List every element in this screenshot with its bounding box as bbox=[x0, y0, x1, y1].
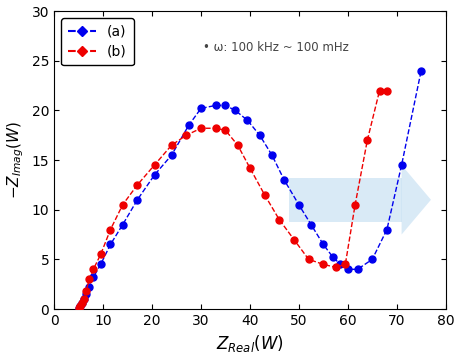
(b) bbox=[90, 267, 96, 271]
(a) bbox=[120, 222, 125, 227]
(a) bbox=[168, 153, 174, 157]
(b) bbox=[246, 166, 252, 170]
(a) bbox=[90, 275, 96, 279]
(b) bbox=[198, 126, 203, 130]
(b) bbox=[151, 163, 157, 167]
(a) bbox=[213, 103, 218, 108]
(a) bbox=[185, 123, 191, 127]
(a) bbox=[78, 301, 84, 305]
(a) bbox=[198, 106, 203, 111]
(a) bbox=[344, 267, 350, 271]
(a) bbox=[337, 262, 342, 266]
(b) bbox=[291, 237, 296, 242]
(a) bbox=[77, 304, 83, 308]
(a) bbox=[134, 198, 140, 202]
(b) bbox=[383, 88, 389, 93]
(b) bbox=[364, 138, 369, 142]
(b) bbox=[213, 126, 218, 130]
Polygon shape bbox=[288, 178, 401, 222]
(b) bbox=[320, 262, 325, 266]
(a) bbox=[151, 173, 157, 177]
(b) bbox=[86, 277, 92, 282]
(b) bbox=[376, 88, 381, 93]
Text: • ω: 100 kHz ~ 100 mHz: • ω: 100 kHz ~ 100 mHz bbox=[202, 41, 348, 54]
Polygon shape bbox=[401, 165, 430, 234]
(b) bbox=[352, 203, 357, 207]
(a) bbox=[257, 133, 262, 138]
(b) bbox=[83, 289, 89, 293]
(a) bbox=[383, 228, 389, 232]
(a) bbox=[330, 255, 335, 260]
(a) bbox=[398, 163, 403, 167]
(b) bbox=[276, 217, 281, 222]
(b) bbox=[120, 203, 125, 207]
(a) bbox=[354, 267, 359, 271]
(a) bbox=[418, 68, 423, 73]
Legend: (a), (b): (a), (b) bbox=[61, 18, 134, 66]
(b) bbox=[134, 183, 140, 187]
(a) bbox=[269, 153, 274, 157]
X-axis label: $Z_{Real}(W)$: $Z_{Real}(W)$ bbox=[216, 333, 283, 355]
(b) bbox=[183, 133, 189, 138]
(a) bbox=[281, 178, 286, 182]
(b) bbox=[332, 265, 337, 270]
Line: (b): (b) bbox=[75, 87, 390, 311]
(a) bbox=[222, 103, 228, 108]
Line: (a): (a) bbox=[75, 67, 424, 311]
(a) bbox=[81, 297, 86, 301]
(b) bbox=[235, 143, 240, 147]
(b) bbox=[261, 193, 267, 197]
(b) bbox=[107, 228, 113, 232]
(b) bbox=[168, 143, 174, 147]
(a) bbox=[244, 118, 250, 122]
(b) bbox=[305, 257, 311, 261]
(a) bbox=[320, 242, 325, 247]
(b) bbox=[222, 128, 228, 132]
(a) bbox=[83, 292, 89, 296]
(a) bbox=[369, 257, 374, 261]
(b) bbox=[342, 262, 347, 266]
(a) bbox=[308, 222, 313, 227]
(a) bbox=[296, 203, 301, 207]
(a) bbox=[232, 108, 237, 113]
(b) bbox=[76, 306, 81, 310]
(b) bbox=[81, 297, 86, 301]
(a) bbox=[86, 285, 92, 289]
(a) bbox=[98, 262, 103, 266]
(a) bbox=[76, 306, 81, 310]
(b) bbox=[78, 301, 84, 305]
(b) bbox=[77, 304, 83, 308]
(a) bbox=[107, 242, 113, 247]
(b) bbox=[98, 252, 103, 257]
Y-axis label: $-Z_{Imag}(W)$: $-Z_{Imag}(W)$ bbox=[6, 121, 26, 199]
